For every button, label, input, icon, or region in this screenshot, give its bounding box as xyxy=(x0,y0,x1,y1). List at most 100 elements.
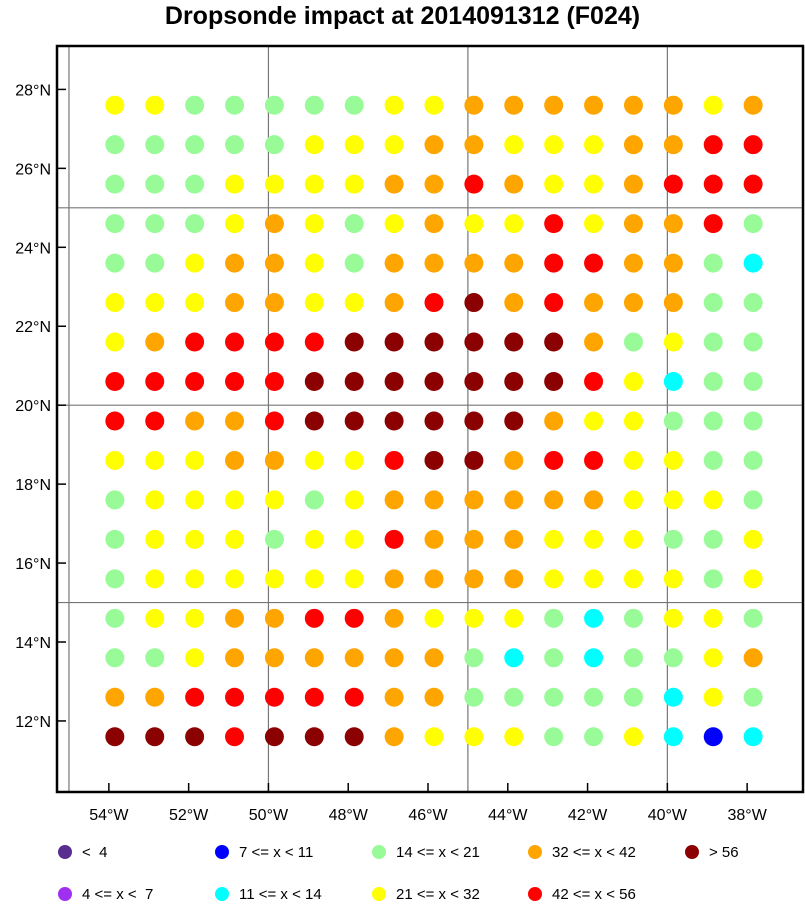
data-point xyxy=(344,411,364,431)
legend-item: 21 <= x < 32 xyxy=(372,882,480,906)
data-point xyxy=(145,95,165,115)
chart-title: Dropsonde impact at 2014091312 (F024) xyxy=(164,2,641,30)
data-point xyxy=(424,727,444,747)
y-tick-label: 20°N xyxy=(15,398,51,415)
data-point xyxy=(584,332,604,352)
data-point xyxy=(424,95,444,115)
legend-swatch xyxy=(58,887,72,901)
data-point xyxy=(703,687,723,707)
data-point xyxy=(504,569,524,589)
data-point xyxy=(145,372,165,392)
data-point xyxy=(264,214,284,234)
data-point xyxy=(344,174,364,194)
data-point xyxy=(464,372,484,392)
data-point xyxy=(584,490,604,510)
data-point xyxy=(384,253,404,273)
data-point xyxy=(584,727,604,747)
legend-label: 14 <= x < 21 xyxy=(396,843,480,861)
data-point xyxy=(623,490,643,510)
data-point xyxy=(384,687,404,707)
data-point xyxy=(185,608,205,628)
data-point xyxy=(344,450,364,470)
data-point xyxy=(464,332,484,352)
data-point xyxy=(584,253,604,273)
data-point xyxy=(185,648,205,668)
data-point xyxy=(344,648,364,668)
data-point xyxy=(424,529,444,549)
data-point xyxy=(464,608,484,628)
x-tick-label: 54°W xyxy=(89,807,129,824)
data-point xyxy=(584,648,604,668)
data-point xyxy=(264,648,284,668)
data-point xyxy=(544,332,564,352)
data-point xyxy=(623,135,643,155)
data-point xyxy=(225,490,245,510)
data-point xyxy=(424,174,444,194)
legend-label: > 56 xyxy=(709,843,739,861)
data-point xyxy=(304,490,324,510)
data-point xyxy=(584,293,604,313)
x-tick-label: 50°W xyxy=(249,807,289,824)
data-point xyxy=(145,332,165,352)
data-point xyxy=(105,95,125,115)
data-point xyxy=(145,293,165,313)
data-point xyxy=(225,648,245,668)
data-point xyxy=(105,293,125,313)
data-point xyxy=(264,411,284,431)
y-tick-label: 12°N xyxy=(15,714,51,731)
data-point xyxy=(663,490,683,510)
legend-label: 4 <= x < 7 xyxy=(82,885,154,903)
data-point xyxy=(225,332,245,352)
data-point xyxy=(264,372,284,392)
data-point xyxy=(703,372,723,392)
data-point xyxy=(464,174,484,194)
data-point xyxy=(544,608,564,628)
data-point xyxy=(703,727,723,747)
data-point xyxy=(743,332,763,352)
data-point xyxy=(544,687,564,707)
data-point xyxy=(424,332,444,352)
map-plot: 54°W 52°W 50°W 48°W 46°W 44°W 42°W 40°W 38°W 12°N… xyxy=(15,44,805,824)
data-point xyxy=(743,490,763,510)
data-point xyxy=(703,450,723,470)
data-point xyxy=(504,135,524,155)
data-point xyxy=(344,332,364,352)
data-point xyxy=(504,411,524,431)
data-point xyxy=(145,174,165,194)
legend-item: 32 <= x < 42 xyxy=(528,840,636,864)
data-point xyxy=(504,95,524,115)
data-point xyxy=(703,411,723,431)
data-point xyxy=(264,529,284,549)
data-point xyxy=(743,648,763,668)
data-point xyxy=(384,95,404,115)
legend: < 4 4 <= x < 7 7 <= x < 11 11 <= x < 14 14 <… xyxy=(0,830,805,903)
y-tick-label: 24°N xyxy=(15,240,51,257)
data-point xyxy=(225,293,245,313)
legend-label: 32 <= x < 42 xyxy=(552,843,636,861)
x-tick-label: 44°W xyxy=(488,807,528,824)
x-tick-label: 52°W xyxy=(169,807,209,824)
y-tick-label: 16°N xyxy=(15,556,51,573)
data-point xyxy=(185,490,205,510)
data-point xyxy=(185,253,205,273)
data-point xyxy=(743,569,763,589)
data-point xyxy=(264,569,284,589)
data-point xyxy=(384,174,404,194)
data-point xyxy=(264,687,284,707)
data-point xyxy=(544,293,564,313)
y-tick-label: 22°N xyxy=(15,319,51,336)
data-point xyxy=(464,214,484,234)
data-point xyxy=(344,253,364,273)
data-point xyxy=(384,332,404,352)
data-point xyxy=(743,95,763,115)
legend-label: 11 <= x < 14 xyxy=(239,885,322,903)
data-point xyxy=(544,529,564,549)
data-point xyxy=(504,253,524,273)
legend-swatch xyxy=(528,845,542,859)
data-point xyxy=(703,174,723,194)
data-point xyxy=(145,135,165,155)
data-point xyxy=(623,648,643,668)
data-point xyxy=(464,727,484,747)
data-point xyxy=(663,648,683,668)
data-point xyxy=(623,174,643,194)
